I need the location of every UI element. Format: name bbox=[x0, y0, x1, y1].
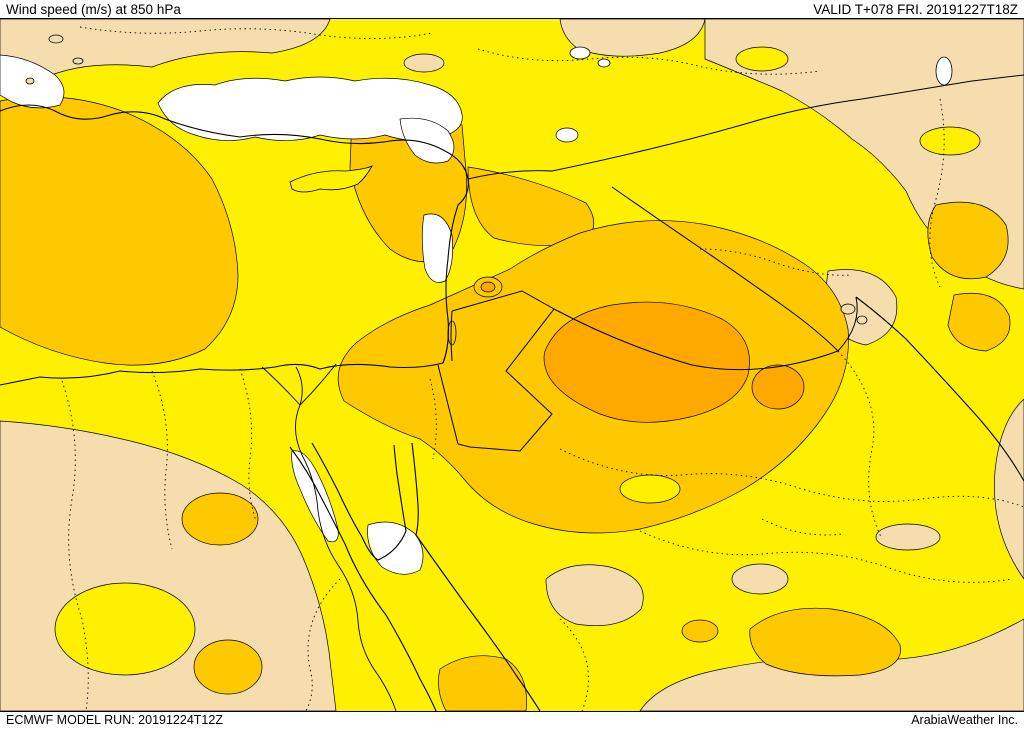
dead-sea bbox=[447, 320, 457, 346]
coastlines bbox=[0, 104, 1024, 711]
contour-orange-regions bbox=[480, 281, 805, 423]
map-area bbox=[0, 19, 1024, 711]
map-title: Wind speed (m/s) at 850 hPa bbox=[6, 1, 181, 17]
aegean-island-2 bbox=[72, 57, 84, 65]
lake-small bbox=[597, 58, 611, 68]
attribution-label: ArabiaWeather Inc. bbox=[911, 712, 1018, 727]
lake-urmia bbox=[935, 56, 953, 86]
gulf-island-1 bbox=[840, 303, 856, 315]
yellow-hole-contours bbox=[54, 46, 981, 676]
gulf-island-2 bbox=[856, 315, 868, 325]
lake-van bbox=[569, 46, 591, 60]
lakes-and-islands bbox=[25, 34, 953, 346]
aegean-island-1 bbox=[48, 34, 64, 44]
rivers bbox=[261, 363, 397, 711]
weather-map bbox=[0, 19, 1024, 711]
country-borders bbox=[437, 74, 1024, 452]
admin-dotted-boundaries bbox=[61, 26, 1024, 711]
cyprus-island bbox=[289, 165, 373, 193]
valid-time-label: VALID T+078 FRI. 20191227T18Z bbox=[813, 1, 1018, 17]
model-run-label: ECMWF MODEL RUN: 20191224T12Z bbox=[6, 712, 223, 727]
map-header: Wind speed (m/s) at 850 hPa VALID T+078 … bbox=[0, 0, 1024, 19]
map-footer: ECMWF MODEL RUN: 20191224T12Z ArabiaWeat… bbox=[0, 711, 1024, 727]
aegean-island-3 bbox=[25, 77, 35, 85]
